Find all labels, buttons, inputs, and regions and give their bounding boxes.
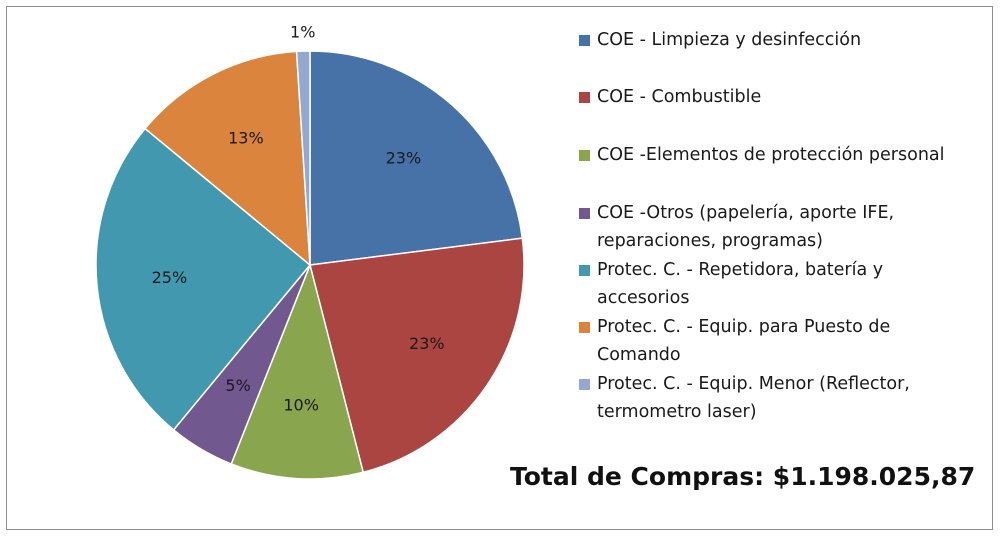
legend-swatch (579, 265, 590, 276)
pie-slice (309, 50, 524, 266)
pie-slice (309, 237, 525, 474)
pie-slice-label: 13% (228, 129, 264, 148)
pie-slice-label: 23% (409, 334, 445, 353)
legend-item-limpieza: COE - Limpieza y desinfección (579, 26, 967, 54)
pie-slice-label: 25% (152, 268, 188, 287)
legend-label: COE - Limpieza y desinfección (597, 30, 862, 50)
legend-item-combustible: COE - Combustible (579, 83, 967, 111)
pie-slice-label: 5% (225, 376, 250, 395)
total-purchases: Total de Compras: $1.198.025,87 (510, 462, 976, 491)
legend-label: COE - Combustible (597, 87, 762, 107)
pie-slice (295, 50, 311, 266)
legend-swatch (579, 379, 590, 390)
pie-slice (144, 50, 311, 267)
legend-item-puesto-comando: Protec. C. - Equip. para Puesto de Coman… (579, 313, 967, 369)
pie-slice (230, 262, 365, 480)
legend-item-repetidora: Protec. C. - Repetidora, batería y acces… (579, 256, 967, 312)
legend-item-otros: COE -Otros (papelería, aporte IFE, repar… (579, 199, 967, 255)
legend-label: COE -Otros (papelería, aporte IFE, repar… (597, 203, 895, 251)
pie-slice-label: 23% (386, 149, 422, 168)
legend-item-equip-menor: Protec. C. - Equip. Menor (Reflector, te… (579, 370, 967, 426)
pie-slice-label: 10% (283, 395, 319, 414)
legend-swatch (579, 208, 590, 219)
legend-label: Protec. C. - Equip. para Puesto de Coman… (597, 317, 891, 365)
legend-swatch (579, 92, 590, 103)
legend-swatch (579, 150, 590, 161)
legend-swatch (579, 322, 590, 333)
pie-slice-label: 1% (290, 23, 315, 42)
legend-label: Protec. C. - Repetidora, batería y acces… (597, 260, 884, 308)
legend-swatch (579, 35, 590, 46)
pie-slice (95, 127, 312, 431)
legend-item-proteccion-personal: COE -Elementos de protección personal (579, 141, 967, 169)
legend-label: Protec. C. - Equip. Menor (Reflector, te… (597, 374, 910, 422)
legend-label: COE -Elementos de protección personal (597, 145, 945, 165)
